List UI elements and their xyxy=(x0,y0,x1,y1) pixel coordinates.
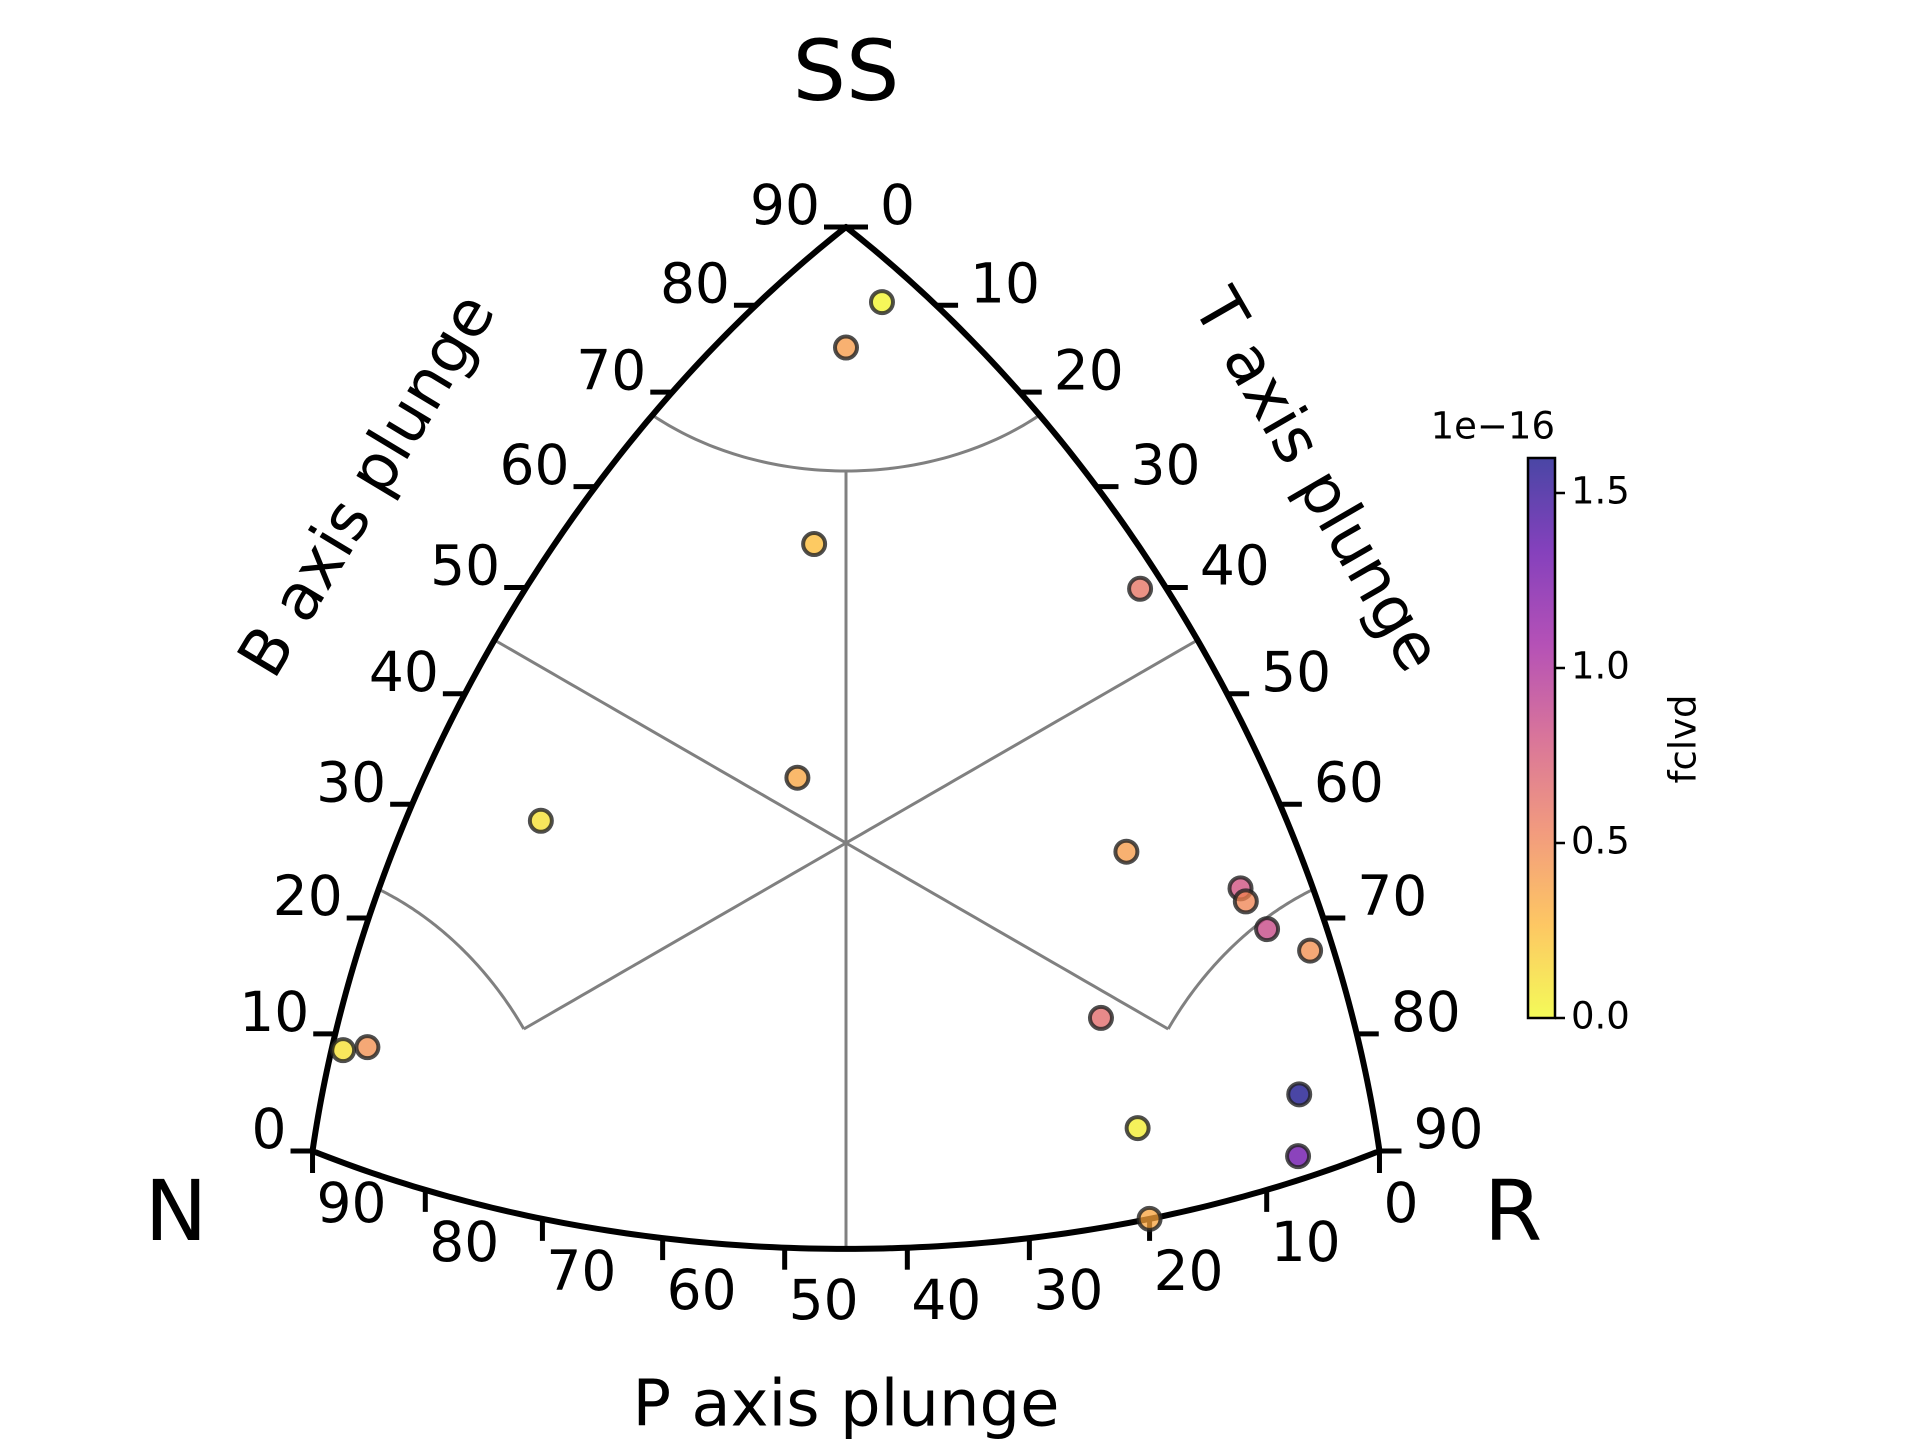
t-tick-label: 70 xyxy=(1357,864,1427,928)
colorbar-tick-label: 1.5 xyxy=(1571,470,1630,513)
p-tick-label: 30 xyxy=(1033,1258,1103,1322)
t-tick-label: 50 xyxy=(1261,640,1331,704)
event-point xyxy=(1297,937,1324,964)
event-point xyxy=(784,764,811,791)
t-tick-label: 30 xyxy=(1130,433,1200,497)
t-tick-label: 90 xyxy=(1413,1097,1483,1161)
event-point xyxy=(1286,1081,1313,1108)
t-tick-label: 10 xyxy=(970,251,1040,315)
event-point xyxy=(527,807,554,834)
triangle-outline xyxy=(309,224,1383,1252)
event-point xyxy=(1087,1004,1114,1031)
axis-title: T axis plunge xyxy=(1178,276,1456,684)
event-point xyxy=(1285,1143,1312,1170)
event-point xyxy=(1124,1115,1151,1142)
p-tick-label: 90 xyxy=(317,1171,387,1235)
class-boundary xyxy=(493,638,1169,1031)
b-tick-label: 90 xyxy=(750,173,820,237)
b-tick-label: 40 xyxy=(369,640,439,704)
p-tick-label: 40 xyxy=(911,1268,981,1332)
p-tick-label: 20 xyxy=(1154,1239,1224,1303)
class-boundary xyxy=(651,413,1041,473)
t-tick-label: 0 xyxy=(880,173,915,237)
t-tick-label: 40 xyxy=(1200,534,1270,598)
class-boundary xyxy=(1166,887,1315,1030)
t-tick-label: 80 xyxy=(1391,980,1461,1044)
event-point xyxy=(1232,888,1259,915)
p-tick-label: 50 xyxy=(789,1268,859,1332)
t-tick-label: 60 xyxy=(1314,750,1384,814)
p-tick-label: 70 xyxy=(546,1239,616,1303)
corner-label: SS xyxy=(793,22,900,120)
t-tick-label: 20 xyxy=(1054,338,1124,402)
event-point xyxy=(1127,575,1154,602)
p-tick-label: 10 xyxy=(1271,1210,1341,1274)
axis-title: B axis plunge xyxy=(224,281,510,690)
b-tick-label: 0 xyxy=(252,1097,287,1161)
event-point xyxy=(1113,838,1140,865)
event-point xyxy=(1136,1205,1163,1232)
event-point xyxy=(330,1037,357,1064)
p-tick-label: 60 xyxy=(667,1258,737,1322)
colorbar-tick-label: 0.0 xyxy=(1571,995,1630,1038)
b-tick-label: 80 xyxy=(660,251,730,315)
b-tick-label: 20 xyxy=(273,864,343,928)
b-tick-label: 60 xyxy=(500,433,570,497)
p-tick-label: 0 xyxy=(1383,1171,1418,1235)
event-point xyxy=(801,531,828,558)
b-tick-label: 50 xyxy=(430,534,500,598)
colorbar-label: fclvd xyxy=(1662,694,1705,783)
class-boundary xyxy=(523,638,1199,1031)
colorbar-tick-label: 1.0 xyxy=(1571,645,1630,688)
corner-label: R xyxy=(1484,1162,1542,1260)
event-point xyxy=(354,1034,381,1061)
corner-label: N xyxy=(145,1162,208,1260)
axis-title: P axis plunge xyxy=(632,1368,1059,1440)
b-tick-label: 70 xyxy=(576,338,646,402)
colorbar-tick-label: 0.5 xyxy=(1571,820,1630,863)
event-point xyxy=(833,334,859,361)
p-tick-label: 80 xyxy=(429,1210,499,1274)
colorbar-offset: 1e−16 xyxy=(1431,405,1555,448)
colorbar xyxy=(1526,456,1557,1020)
event-point xyxy=(868,289,895,316)
b-tick-label: 30 xyxy=(316,750,386,814)
class-boundary xyxy=(377,887,526,1030)
b-tick-label: 10 xyxy=(239,980,309,1044)
event-point xyxy=(1254,916,1281,943)
